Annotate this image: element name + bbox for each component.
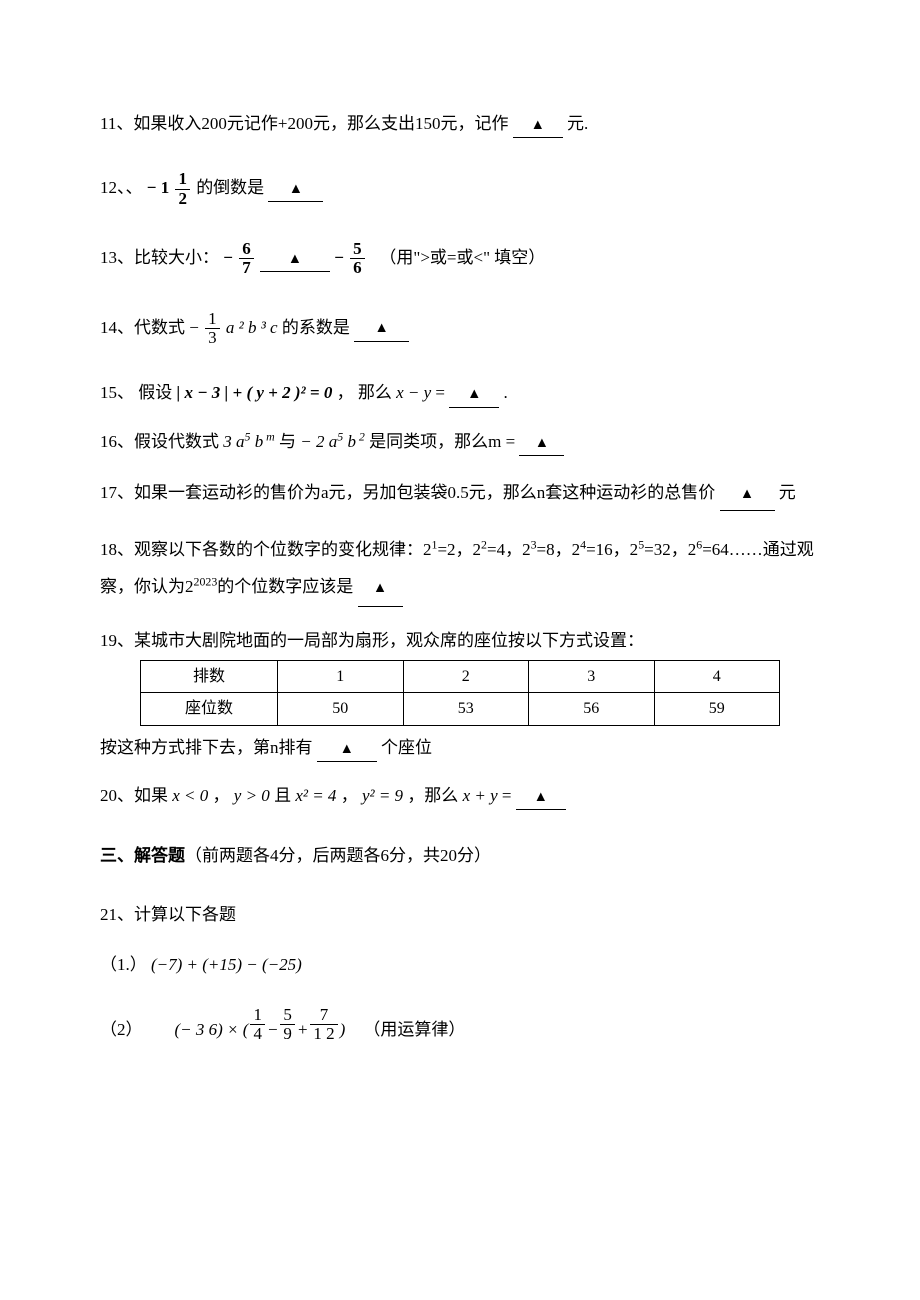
q12-prefix: 12、、 [100, 178, 143, 197]
table-row: 座位数 50 53 56 59 [141, 693, 780, 726]
question-17: 17、如果一套运动衫的售价为a元，另加包装袋0.5元，那么n套这种运动衫的总售价… [100, 476, 820, 511]
section-label: 三、解答题 [100, 846, 185, 865]
q16-term1: 3 a5 b m [223, 432, 279, 451]
q19-h3: 3 [529, 660, 655, 693]
q15-eq: = [435, 383, 449, 402]
q13-suffix: （用">或=或<" 填空） [379, 248, 545, 267]
q21-p1-label: （1.） [100, 955, 147, 974]
q13-blank[interactable]: ▲ [260, 244, 330, 272]
question-12: 12、、 − 1 1 2 的倒数是 ▲ [100, 170, 820, 208]
q17-blank[interactable]: ▲ [720, 476, 775, 511]
q19-h1: 1 [278, 660, 404, 693]
q12-blank[interactable]: ▲ [268, 174, 323, 202]
q19-line1: 19、某城市大剧院地面的一局部为扇形，观众席的座位按以下方式设置： [100, 627, 820, 654]
q19-r1: 50 [278, 693, 404, 726]
q20-c4: y² = 9 [362, 786, 403, 805]
q19-h2: 2 [403, 660, 529, 693]
q21-p2-f2: 5 9 [280, 1006, 295, 1044]
q11-blank[interactable]: ▲ [513, 110, 563, 138]
q17-line: 17、如果一套运动衫的售价为a元，另加包装袋0.5元，那么n套这种运动衫的总售价 [100, 483, 715, 502]
q21-p2-label: （2） [100, 1016, 143, 1043]
section-3-header: 三、解答题（前两题各4分，后两题各6分，共20分） [100, 842, 820, 869]
q19-h4: 4 [654, 660, 780, 693]
q21-p2-lead: (− 3 6) × ( [175, 1016, 249, 1043]
q19-line2: 按这种方式排下去，第n排有 ▲ 个座位 [100, 734, 820, 762]
q14-fraction: 1 3 [205, 310, 220, 348]
q11-text: 11、如果收入200元记作+200元，那么支出150元，记作 [100, 114, 508, 133]
table-row: 排数 1 2 3 4 [141, 660, 780, 693]
q15-blank[interactable]: ▲ [449, 379, 499, 407]
q13-frac1: 6 7 [239, 240, 254, 278]
q15-prefix: 15、 假设 [100, 383, 172, 402]
q14-term: a ² b ³ c [226, 317, 282, 336]
q13-prefix: 13、比较大小： [100, 248, 219, 267]
q16-mid1: 与 [279, 432, 300, 451]
q19-r2: 53 [403, 693, 529, 726]
q15-tail: . [503, 383, 507, 402]
q18-seg1: 18、观察以下各数的个位数字的变化规律：2 [100, 540, 432, 559]
q16-term2: − 2 a5 b 2 [300, 432, 369, 451]
q14-sign: − [189, 317, 199, 336]
q21-p1-expr: (−7) + (+15) − (−25) [151, 955, 302, 974]
q15-expr: | x − 3 | + ( y + 2 )² = 0 [177, 383, 333, 402]
q21-p2-f1: 1 4 [250, 1006, 265, 1044]
q20-c2: y > 0 [234, 786, 270, 805]
q21-part1: （1.） (−7) + (+15) − (−25) [100, 951, 820, 978]
q11-suffix: 元. [567, 114, 588, 133]
q20-blank[interactable]: ▲ [516, 782, 566, 810]
q14-prefix: 14、代数式 [100, 317, 185, 336]
q18-blank[interactable]: ▲ [358, 568, 403, 606]
q20-c3: x² = 4 [295, 786, 336, 805]
question-18: 18、观察以下各数的个位数字的变化规律：21=2，22=4，23=8，24=16… [100, 531, 820, 607]
q19-r4: 59 [654, 693, 780, 726]
question-13: 13、比较大小： − 6 7 ▲ − 5 6 （用">或=或<" 填空） [100, 240, 820, 278]
q19-h0: 排数 [141, 660, 278, 693]
question-19: 19、某城市大剧院地面的一局部为扇形，观众席的座位按以下方式设置： 排数 1 2… [100, 627, 820, 763]
q19-table: 排数 1 2 3 4 座位数 50 53 56 59 [140, 660, 780, 726]
question-14: 14、代数式 − 1 3 a ² b ³ c 的系数是 ▲ [100, 310, 820, 348]
q19-r3: 56 [529, 693, 655, 726]
q13-sign2: − [334, 248, 344, 267]
q12-fraction: 1 2 [175, 170, 190, 208]
question-21: 21、计算以下各题 （1.） (−7) + (+15) − (−25) （2） … [100, 901, 820, 1043]
question-16: 16、假设代数式 3 a5 b m 与 − 2 a5 b 2 是同类项，那么m … [100, 428, 820, 456]
question-11: 11、如果收入200元记作+200元，那么支出150元，记作 ▲ 元. [100, 110, 820, 138]
q13-sign1: − [223, 248, 233, 267]
q12-sign: − [147, 178, 157, 197]
q13-frac2: 5 6 [350, 240, 365, 278]
q15-mid: ， 那么 [337, 383, 392, 402]
q12-whole: 1 [161, 178, 170, 197]
q14-blank[interactable]: ▲ [354, 313, 409, 341]
q12-mid: 的倒数是 [196, 178, 264, 197]
q20-expr: x + y [463, 786, 498, 805]
q16-mid2: 是同类项，那么m = [369, 432, 519, 451]
q20-prefix: 20、如果 [100, 786, 168, 805]
q21-head: 21、计算以下各题 [100, 901, 820, 928]
q19-r0: 座位数 [141, 693, 278, 726]
q17-suffix: 元 [779, 483, 796, 502]
q21-part2: （2） (− 3 6) × ( 1 4 − 5 9 + 7 1 2 ) （用运算… [100, 1006, 820, 1044]
question-20: 20、如果 x < 0 ， y > 0 且 x² = 4 ， y² = 9 ，那… [100, 782, 820, 810]
q16-prefix: 16、假设代数式 [100, 432, 219, 451]
section-note: （前两题各4分，后两题各6分，共20分） [185, 846, 491, 865]
question-15: 15、 假设 | x − 3 | + ( y + 2 )² = 0 ， 那么 x… [100, 379, 820, 407]
q19-blank[interactable]: ▲ [317, 734, 377, 762]
q20-c1: x < 0 [172, 786, 208, 805]
q21-p2-note: （用运算律） [363, 1016, 465, 1043]
q14-mid: 的系数是 [282, 317, 350, 336]
q21-p2-f3: 7 1 2 [310, 1006, 337, 1044]
q16-blank[interactable]: ▲ [519, 428, 564, 456]
q15-var: x − y [396, 383, 431, 402]
